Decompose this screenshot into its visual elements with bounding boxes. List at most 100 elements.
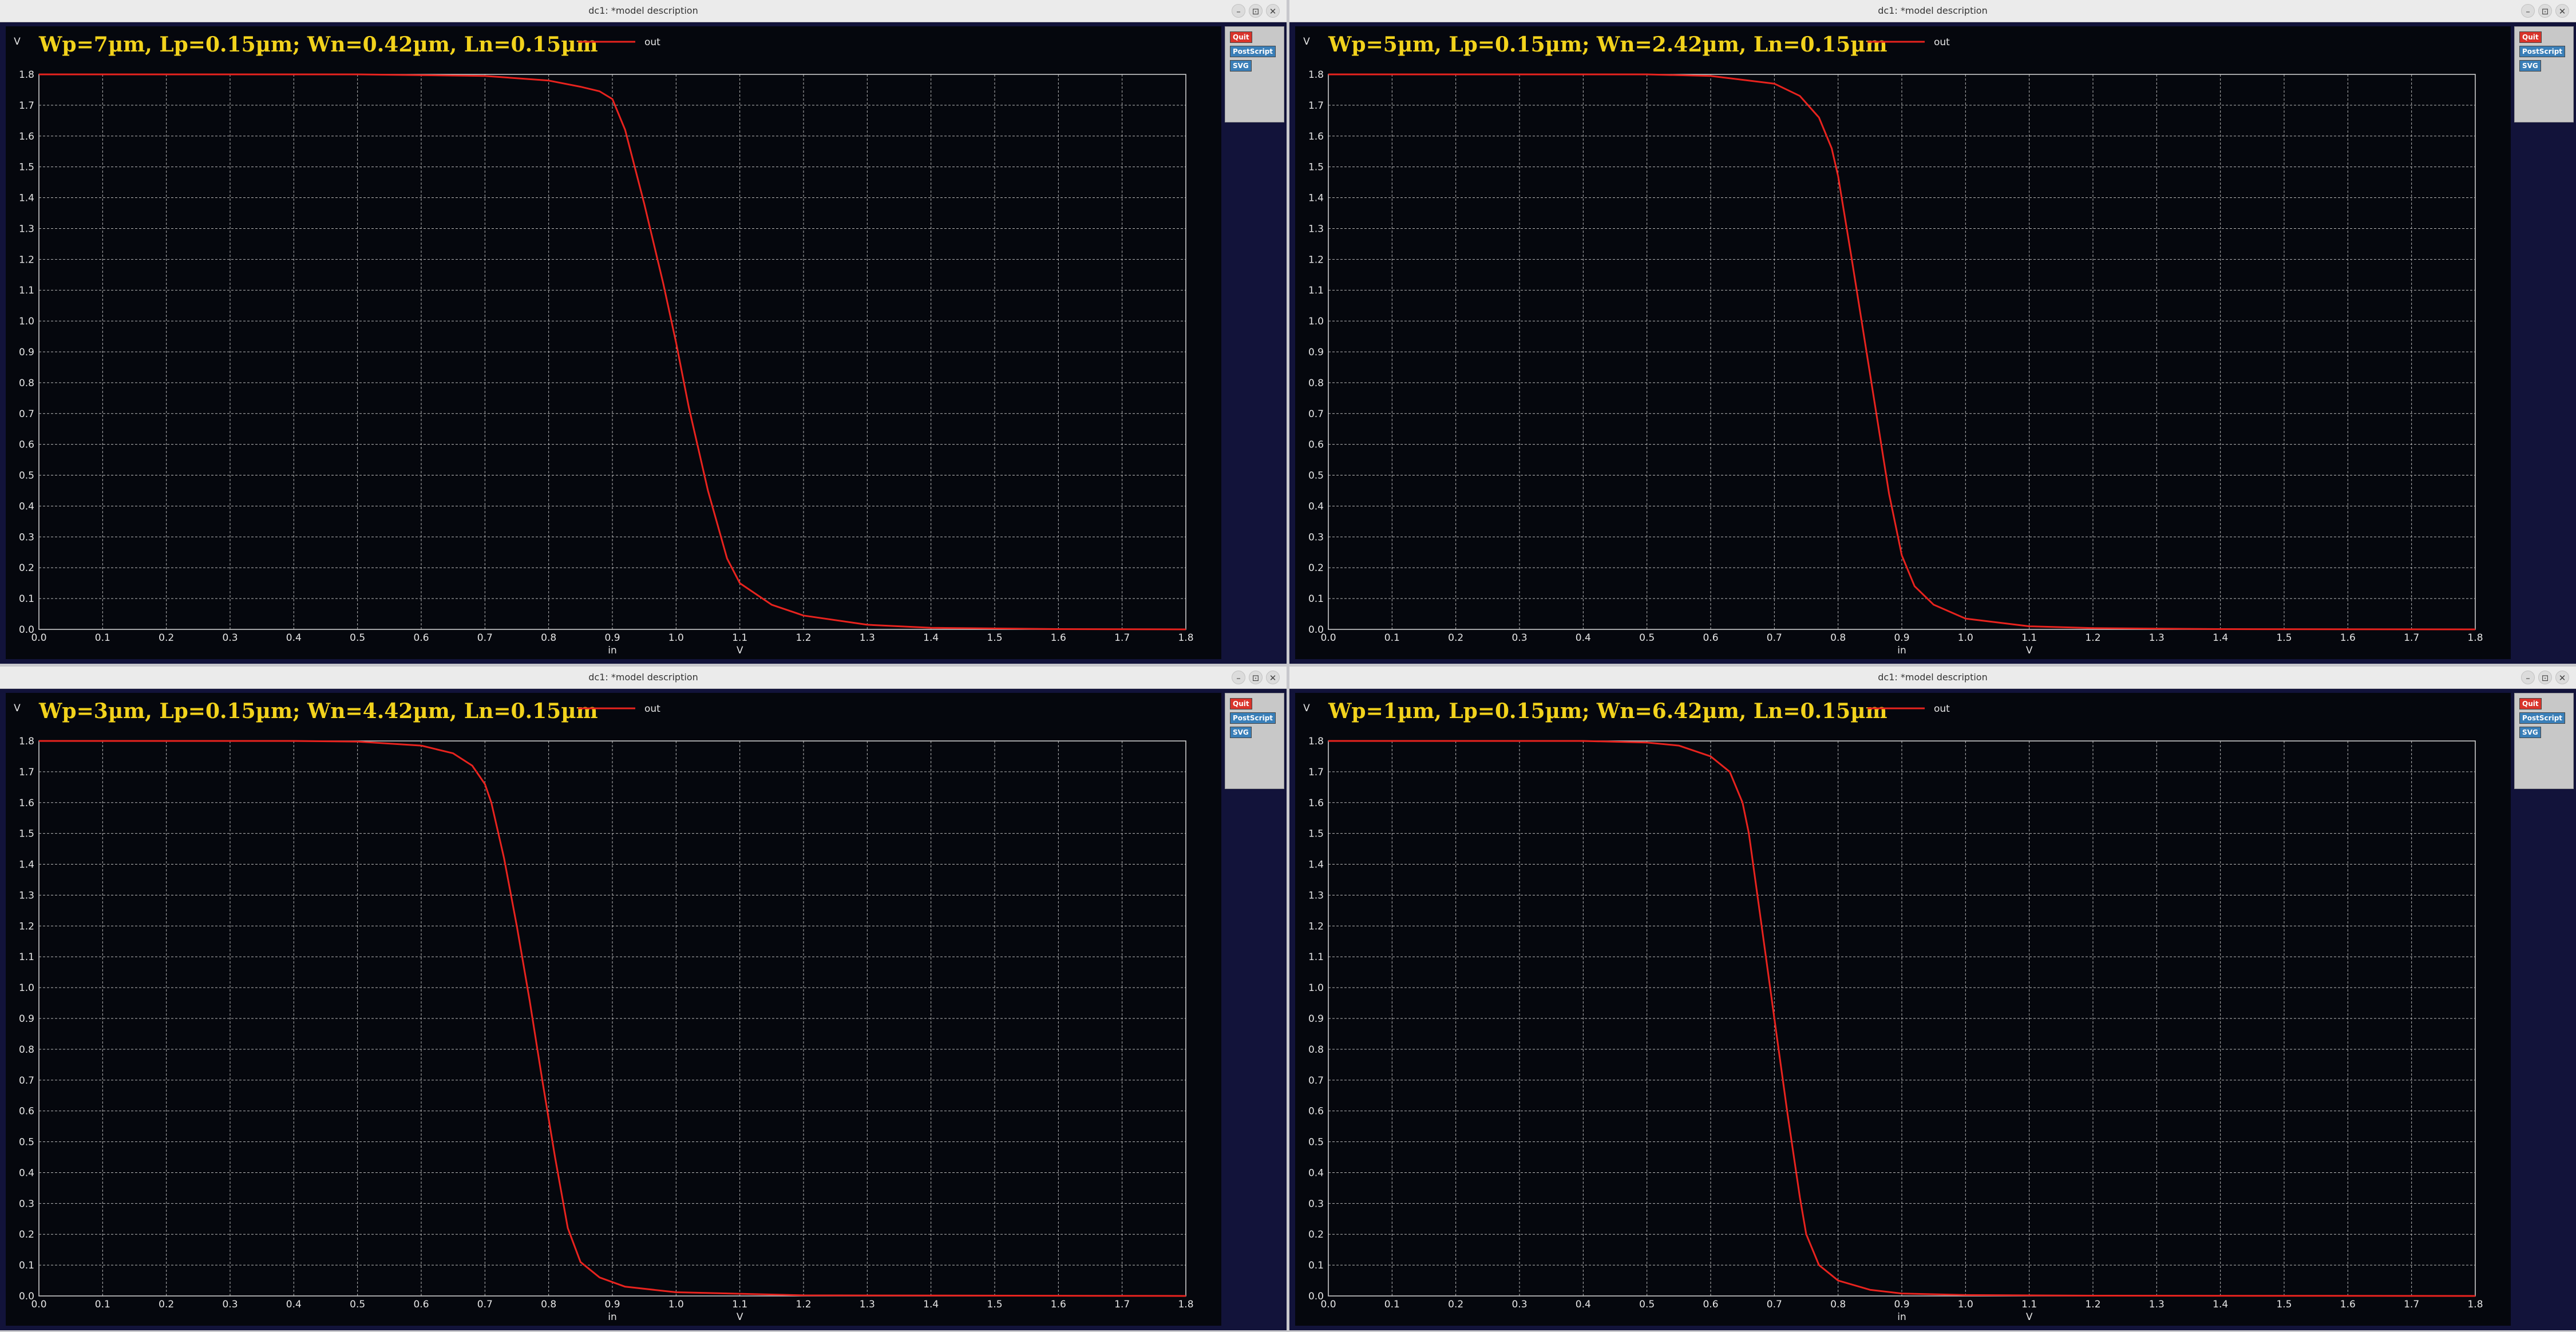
plot-area[interactable]: 0.0 0.1 0.2 0.3 0.4 0.5 0.6 0.7 0.8 0.9 1.0 1.1 1.2 1… [1295, 693, 2511, 1326]
x-tick-label: 1.7 [2404, 1299, 2419, 1310]
close-button[interactable]: ✕ [2555, 4, 2569, 18]
window-title: dc1: *model description [588, 5, 698, 16]
window-titlebar[interactable]: dc1: *model description – ⊡ ✕ [1289, 667, 2576, 689]
x-tick-label: 0.8 [1830, 632, 1846, 644]
series-line-out [39, 740, 1186, 1297]
close-button[interactable]: ✕ [1266, 671, 1280, 684]
chart-title: Wp=3µm, Lp=0.15µm; Wn=4.42µm, Ln=0.15µm [38, 699, 598, 723]
y-tick-label: 1.8 [19, 69, 34, 81]
plot-area[interactable]: 0.0 0.1 0.2 0.3 0.4 0.5 0.6 0.7 0.8 0.9 1.0 1.1 1.2 1… [6, 693, 1221, 1326]
maximize-button[interactable]: ⊡ [2538, 671, 2552, 684]
maximize-button[interactable]: ⊡ [2538, 4, 2552, 18]
x-tick-label: 0.1 [1384, 632, 1400, 644]
y-tick-label: 1.7 [19, 767, 34, 778]
x-tick-label: 1.1 [732, 632, 747, 644]
window-titlebar[interactable]: dc1: *model description – ⊡ ✕ [1289, 0, 2576, 22]
y-tick-label: 1.2 [19, 921, 34, 932]
x-tick-label: 1.7 [2404, 632, 2419, 644]
y-tick-label: 1.0 [1308, 982, 1324, 994]
maximize-button[interactable]: ⊡ [1249, 4, 1263, 18]
y-tick-label: 0.1 [19, 593, 34, 605]
x-tick-label: 0.6 [1703, 632, 1718, 644]
y-tick-label: 0.0 [1308, 1291, 1324, 1302]
postscript-button[interactable]: PostScript [2519, 712, 2566, 724]
y-unit-label: V [14, 36, 21, 47]
x-tick-label: 0.3 [1511, 632, 1527, 644]
x-axis-label: in [1897, 645, 1906, 656]
x-tick-label: 1.3 [2149, 1299, 2165, 1310]
x-tick-label: 0.9 [604, 632, 620, 644]
series-line-out [39, 73, 1186, 631]
y-tick-label: 1.1 [19, 285, 34, 296]
y-tick-label: 0.8 [1308, 1044, 1324, 1056]
y-tick-label: 1.1 [19, 952, 34, 963]
quit-button[interactable]: Quit [2519, 31, 2542, 43]
y-tick-label: 0.6 [19, 439, 34, 451]
x-tick-label: 0.3 [222, 632, 238, 644]
x-tick-label: 0.8 [1830, 1299, 1846, 1310]
maximize-button[interactable]: ⊡ [1249, 671, 1263, 684]
x-tick-label: 1.6 [2340, 1299, 2356, 1310]
window-title: dc1: *model description [588, 672, 698, 683]
y-tick-label: 0.5 [1308, 1137, 1324, 1148]
y-tick-label: 0.7 [19, 1075, 34, 1087]
quit-button[interactable]: Quit [1230, 698, 1252, 709]
minimize-button[interactable]: – [1232, 671, 1245, 684]
x-tick-label: 1.5 [987, 1299, 1002, 1310]
x-tick-label: 0.0 [1320, 632, 1336, 644]
button-panel: Quit PostScript SVG [1225, 26, 1284, 122]
chart-svg: 0.0 0.1 0.2 0.3 0.4 0.5 0.6 0.7 0.8 0.9 1.0 1.1 1.2 1… [1303, 699, 2483, 1323]
quit-button[interactable]: Quit [1230, 31, 1252, 43]
y-tick-label: 1.6 [1308, 798, 1324, 809]
postscript-button[interactable]: PostScript [1230, 712, 1276, 724]
plot-area[interactable]: 0.0 0.1 0.2 0.3 0.4 0.5 0.6 0.7 0.8 0.9 1.0 1.1 1.2 1… [6, 26, 1221, 659]
chart-svg: 0.0 0.1 0.2 0.3 0.4 0.5 0.6 0.7 0.8 0.9 1.0 1.1 1.2 1… [14, 699, 1193, 1323]
minimize-button[interactable]: – [2521, 671, 2535, 684]
x-tick-label: 1.6 [2340, 632, 2356, 644]
x-tick-label: 1.4 [923, 632, 939, 644]
y-tick-label: 1.2 [1308, 921, 1324, 932]
x-unit-label: V [737, 645, 743, 656]
quit-button[interactable]: Quit [2519, 698, 2542, 709]
y-tick-label: 0.6 [19, 1106, 34, 1117]
x-tick-label: 0.2 [159, 1299, 174, 1310]
window-titlebar[interactable]: dc1: *model description – ⊡ ✕ [0, 667, 1287, 689]
y-tick-label: 1.0 [1308, 316, 1324, 327]
plot-window: dc1: *model description – ⊡ ✕ 0.0 0.1 0.2 0… [1289, 667, 2576, 1330]
plot-window: dc1: *model description – ⊡ ✕ 0.0 0.1 0.2 0… [1289, 0, 2576, 664]
x-tick-label: 1.0 [668, 632, 684, 644]
y-tick-label: 1.6 [19, 798, 34, 809]
svg-button[interactable]: SVG [1230, 727, 1252, 738]
x-tick-label: 0.2 [159, 632, 174, 644]
x-tick-label: 0.5 [350, 632, 365, 644]
y-tick-label: 1.2 [1308, 254, 1324, 265]
y-tick-label: 1.4 [19, 193, 34, 204]
plot-area[interactable]: 0.0 0.1 0.2 0.3 0.4 0.5 0.6 0.7 0.8 0.9 1.0 1.1 1.2 1… [1295, 26, 2511, 659]
minimize-button[interactable]: – [2521, 4, 2535, 18]
y-tick-label: 1.5 [19, 162, 34, 173]
y-tick-label: 0.2 [19, 562, 34, 574]
x-tick-label: 1.3 [860, 632, 875, 644]
close-button[interactable]: ✕ [1266, 4, 1280, 18]
postscript-button[interactable]: PostScript [1230, 46, 1276, 57]
x-tick-label: 0.7 [477, 632, 493, 644]
svg-button[interactable]: SVG [2519, 60, 2541, 72]
x-tick-label: 1.2 [796, 1299, 811, 1310]
plot-frame [1328, 74, 2476, 630]
window-titlebar[interactable]: dc1: *model description – ⊡ ✕ [0, 0, 1287, 22]
minimize-button[interactable]: – [1232, 4, 1245, 18]
chart-svg: 0.0 0.1 0.2 0.3 0.4 0.5 0.6 0.7 0.8 0.9 1.0 1.1 1.2 1… [14, 33, 1193, 656]
y-tick-label: 0.9 [19, 1013, 34, 1025]
postscript-button[interactable]: PostScript [2519, 46, 2566, 57]
svg-button[interactable]: SVG [1230, 60, 1252, 72]
x-tick-label: 1.4 [923, 1299, 939, 1310]
plot-window: dc1: *model description – ⊡ ✕ 0.0 0.1 0.2 0… [0, 667, 1287, 1330]
x-axis-label: in [608, 1311, 617, 1323]
x-tick-label: 0.6 [413, 1299, 429, 1310]
chart-title: Wp=1µm, Lp=0.15µm; Wn=6.42µm, Ln=0.15µm [1328, 699, 1888, 723]
close-button[interactable]: ✕ [2555, 671, 2569, 684]
x-unit-label: V [2026, 1311, 2033, 1323]
svg-button[interactable]: SVG [2519, 727, 2541, 738]
plot-window: dc1: *model description – ⊡ ✕ 0.0 0.1 0.2 0… [0, 0, 1287, 664]
x-tick-label: 1.4 [2213, 1299, 2228, 1310]
